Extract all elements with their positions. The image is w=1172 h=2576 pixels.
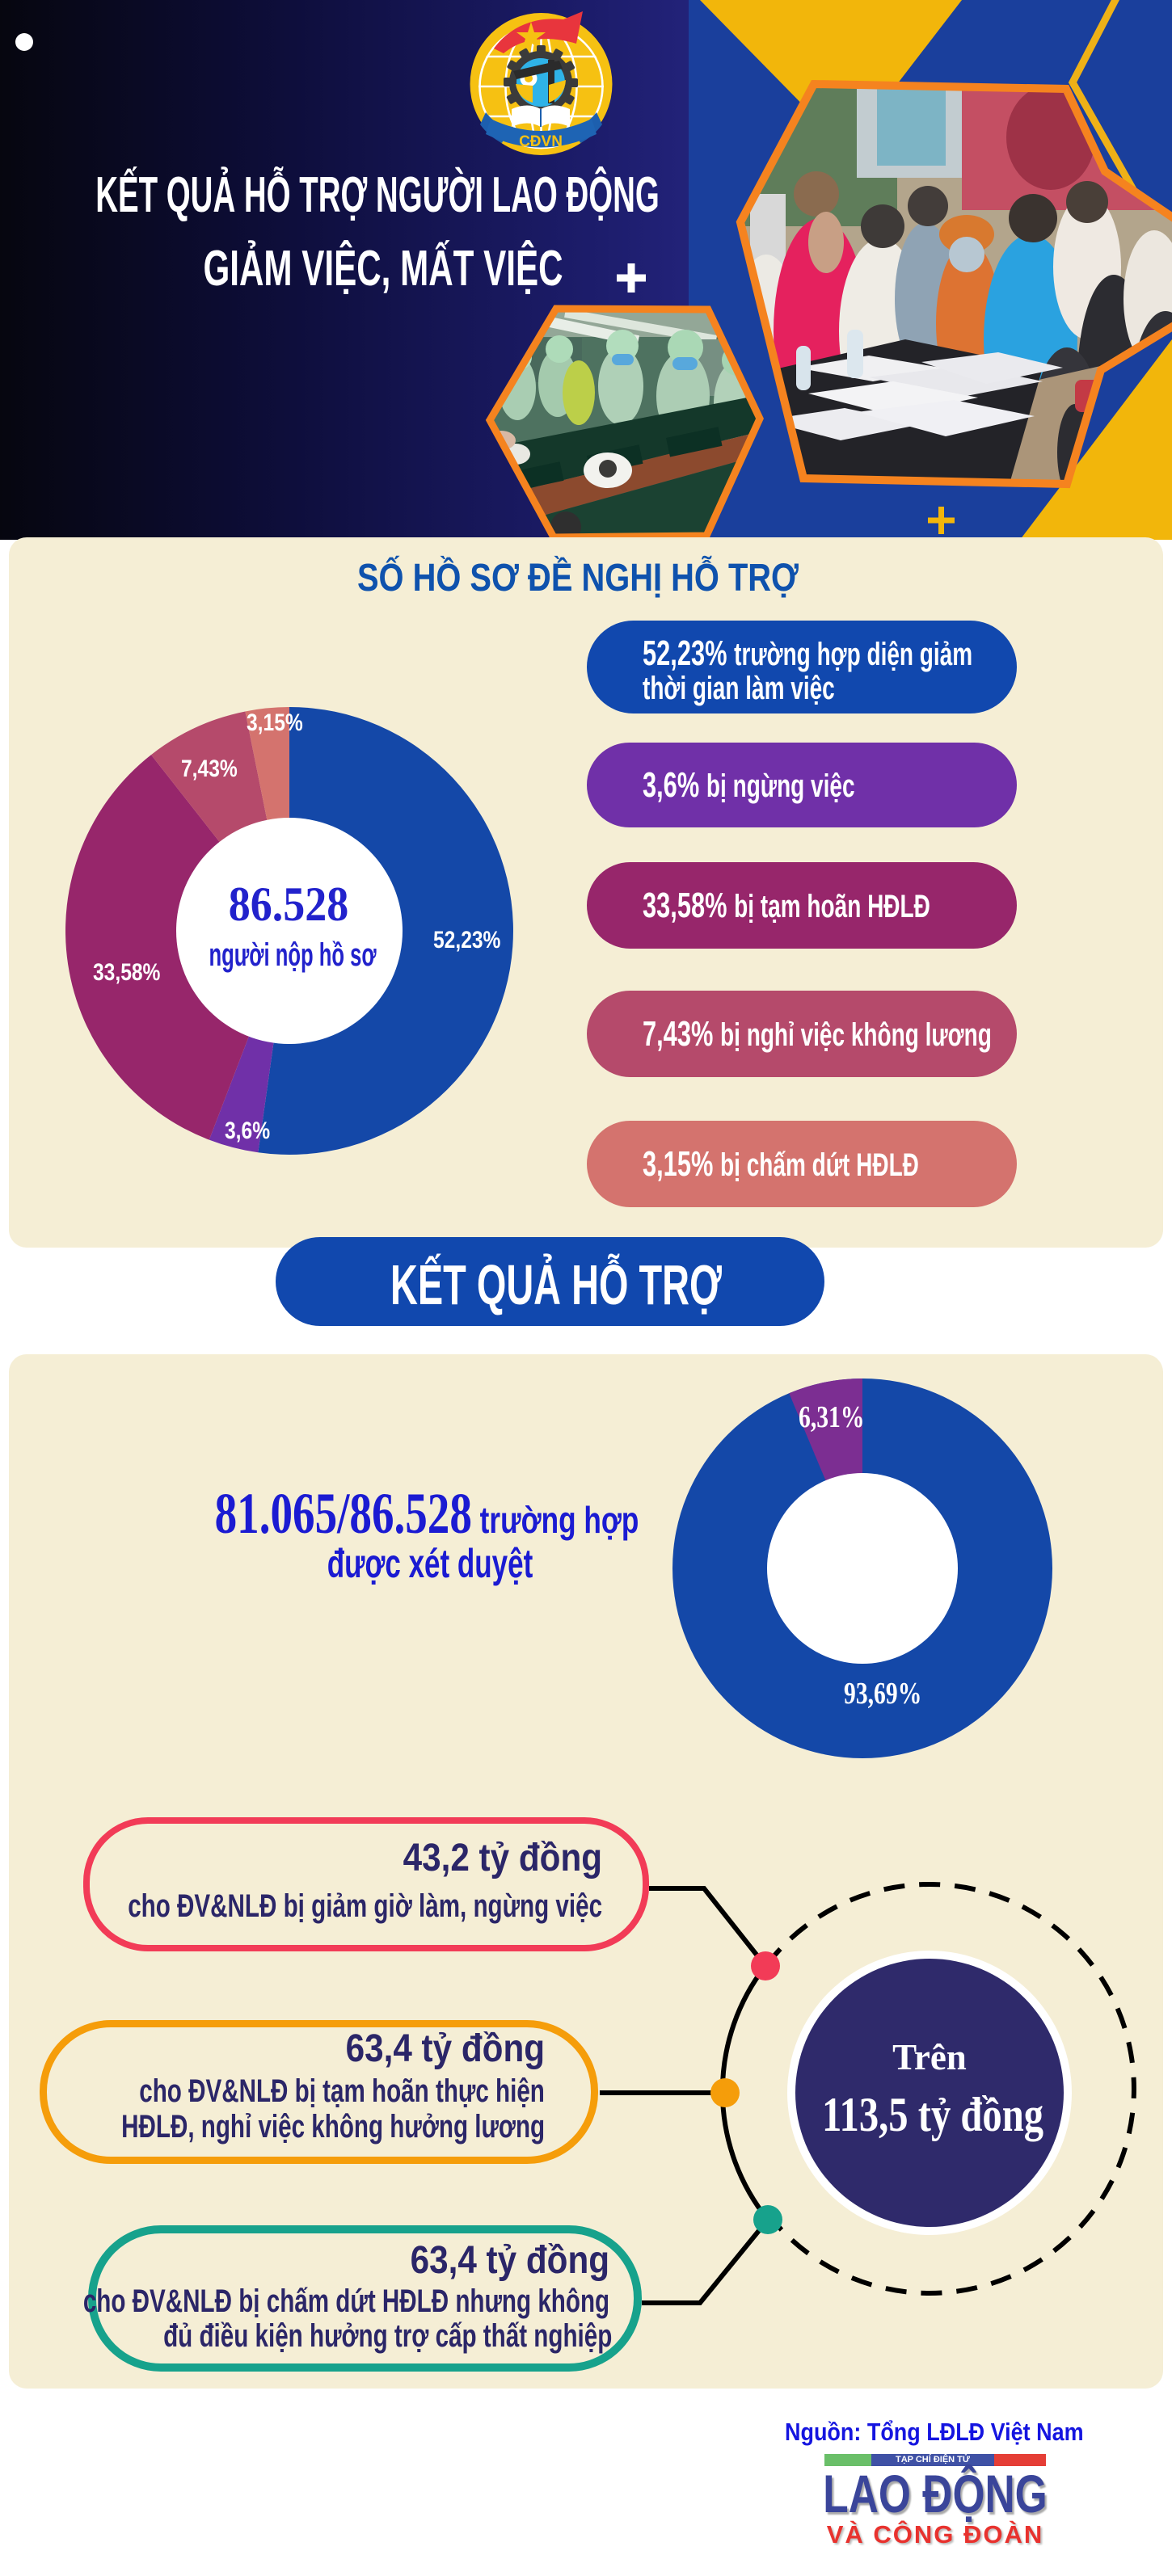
svg-text:CĐVN: CĐVN — [519, 133, 563, 150]
